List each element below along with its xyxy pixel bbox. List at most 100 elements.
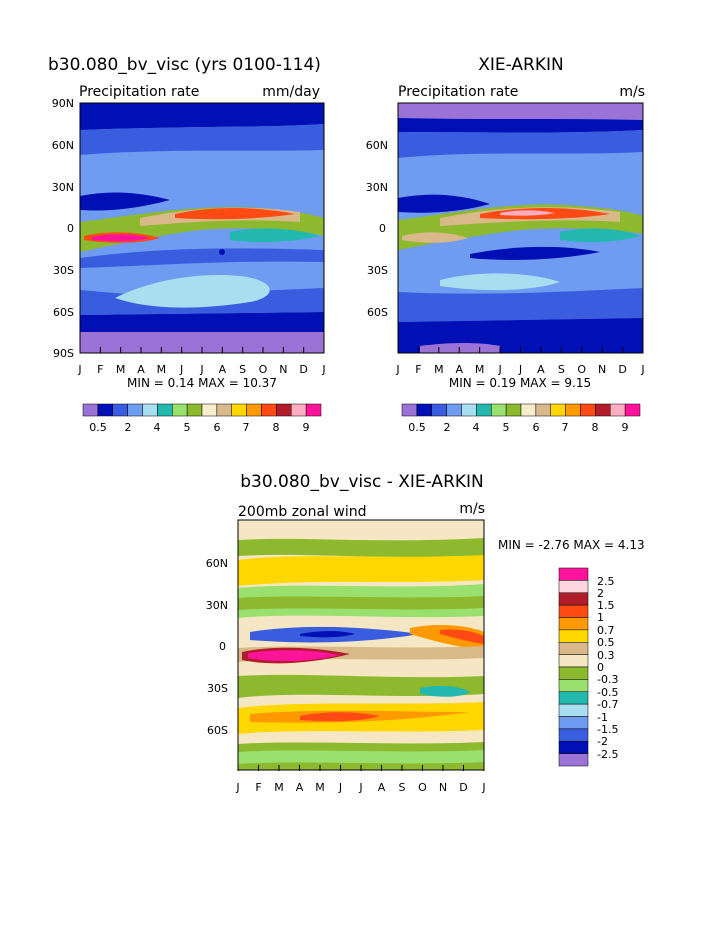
colorbar-swatch: [558, 666, 589, 680]
colorbar: [558, 567, 589, 767]
band-north-pole-purple: [398, 103, 643, 120]
blob-south-dark: [470, 246, 600, 260]
colorbar-label: 9: [622, 421, 629, 434]
colorbar-swatch: [401, 403, 418, 417]
blob-south-teal: [420, 685, 470, 697]
y-tick-label: 30N: [366, 181, 388, 194]
band-north-mid: [80, 124, 324, 155]
panel-title: b30.080_bv_visc (yrs 0100-114): [48, 55, 321, 75]
panel-title: XIE-ARKIN: [478, 55, 563, 75]
band-south-subtropic: [80, 248, 324, 268]
colorbar-swatch: [558, 753, 589, 767]
x-tick-label: D: [618, 363, 626, 376]
colorbar-swatch: [595, 403, 611, 417]
blob-itcz-south-tan: [402, 232, 468, 243]
x-tick-label: J: [497, 363, 501, 376]
colorbar-label: 0.7: [597, 624, 615, 637]
y-tick-label: 90N: [52, 97, 74, 110]
band-north-pole-dark: [80, 103, 324, 130]
blob-north-subtropic-dark: [398, 194, 490, 213]
colorbar-swatch: [431, 403, 447, 417]
blob-itcz-teal: [560, 228, 640, 243]
y-tick-label: 60N: [52, 139, 74, 152]
band-south-pole-lightgreen: [238, 750, 484, 764]
colorbar-label: -2.5: [597, 748, 618, 761]
colorbar-labels: 2.5 2 1.5 1 0.7 0.5 0.3 0 -0.3 -0.5 -0.7…: [597, 575, 618, 761]
band-north-mid: [398, 130, 643, 158]
x-tick-label: S: [558, 363, 565, 376]
colorbar-label: 2: [444, 421, 451, 434]
x-tick-label: S: [399, 781, 406, 794]
x-tick-label: J: [640, 363, 644, 376]
band-north-green-dark: [238, 596, 484, 610]
colorbar-swatch: [127, 403, 143, 417]
x-tick-label: M: [157, 363, 167, 376]
colorbar-swatch: [82, 403, 99, 417]
x-tick-label: M: [434, 363, 444, 376]
blob-south-light: [115, 274, 270, 308]
x-tick-label: D: [299, 363, 307, 376]
x-tick-label: J: [179, 363, 183, 376]
x-tick-label: N: [439, 781, 447, 794]
colorbar-label: 0.5: [597, 636, 615, 649]
colorbar-label: 6: [214, 421, 221, 434]
x-tick-label: F: [97, 363, 103, 376]
y-tick-label: 0: [219, 640, 226, 653]
contour-field: [397, 102, 644, 354]
x-tick-label: O: [259, 363, 268, 376]
colorbar-label: 8: [273, 421, 280, 434]
colorbar-label: 0.5: [89, 421, 107, 434]
panel-subtitle: Precipitation rate: [79, 84, 199, 100]
panel-difference: b30.080_bv_visc - XIE-ARKIN 200mb zonal …: [206, 472, 645, 794]
x-tick-label: F: [415, 363, 421, 376]
colorbar-swatch: [201, 403, 218, 417]
colorbar-swatch: [558, 703, 589, 717]
colorbar-label: -0.7: [597, 698, 618, 711]
x-tick-label: J: [199, 363, 203, 376]
y-axis-labels: 60N 30N 0 30S 60S: [206, 557, 228, 737]
colorbar-swatch: [461, 403, 477, 417]
colorbar-label: 1: [597, 611, 604, 624]
min-max-label: MIN = 0.19 MAX = 9.15: [449, 376, 591, 390]
y-axis-labels: 90N 60N 30N 0 30S 60S 90S: [52, 97, 74, 360]
y-tick-label: 30S: [53, 264, 74, 277]
colorbar-labels: 0.5 2 4 5 6 7 8 9: [408, 421, 628, 434]
colorbar-label: 6: [533, 421, 540, 434]
colorbar-swatch: [112, 403, 128, 417]
colorbar-label: 2.5: [597, 575, 615, 588]
colorbar-swatch: [186, 403, 203, 417]
colorbar-swatch: [558, 741, 589, 754]
panel-model-precip: b30.080_bv_visc (yrs 0100-114) Precipita…: [48, 55, 326, 434]
colorbar-label: 0: [597, 661, 604, 674]
colorbar-swatch: [610, 403, 626, 417]
colorbar-swatch: [558, 679, 589, 692]
colorbar-label: 9: [303, 421, 310, 434]
panel-title: b30.080_bv_visc - XIE-ARKIN: [240, 472, 484, 492]
band-north-pole-dark: [398, 118, 643, 133]
y-tick-label: 60S: [207, 724, 228, 737]
colorbar-swatch: [261, 403, 277, 417]
x-tick-label: A: [296, 781, 304, 794]
colorbar-swatch: [558, 629, 589, 643]
colorbar-swatch: [558, 728, 589, 742]
x-tick-label: J: [518, 363, 522, 376]
x-tick-label: J: [235, 781, 239, 794]
panel-subtitle: Precipitation rate: [398, 84, 518, 100]
blob-south-light: [440, 273, 560, 291]
panel-subtitle: 200mb zonal wind: [238, 504, 367, 520]
band-east-red: [440, 629, 484, 644]
colorbar-swatch: [491, 403, 507, 417]
colorbar-swatch: [97, 403, 113, 417]
colorbar-swatch: [231, 403, 247, 417]
y-tick-label: 0: [379, 222, 386, 235]
colorbar-swatch: [624, 403, 641, 417]
colorbar-swatch: [535, 403, 551, 417]
band-south-red: [300, 712, 380, 722]
colorbar-swatch: [558, 567, 589, 581]
x-tick-label: J: [395, 363, 399, 376]
colorbar-swatch: [142, 403, 158, 417]
